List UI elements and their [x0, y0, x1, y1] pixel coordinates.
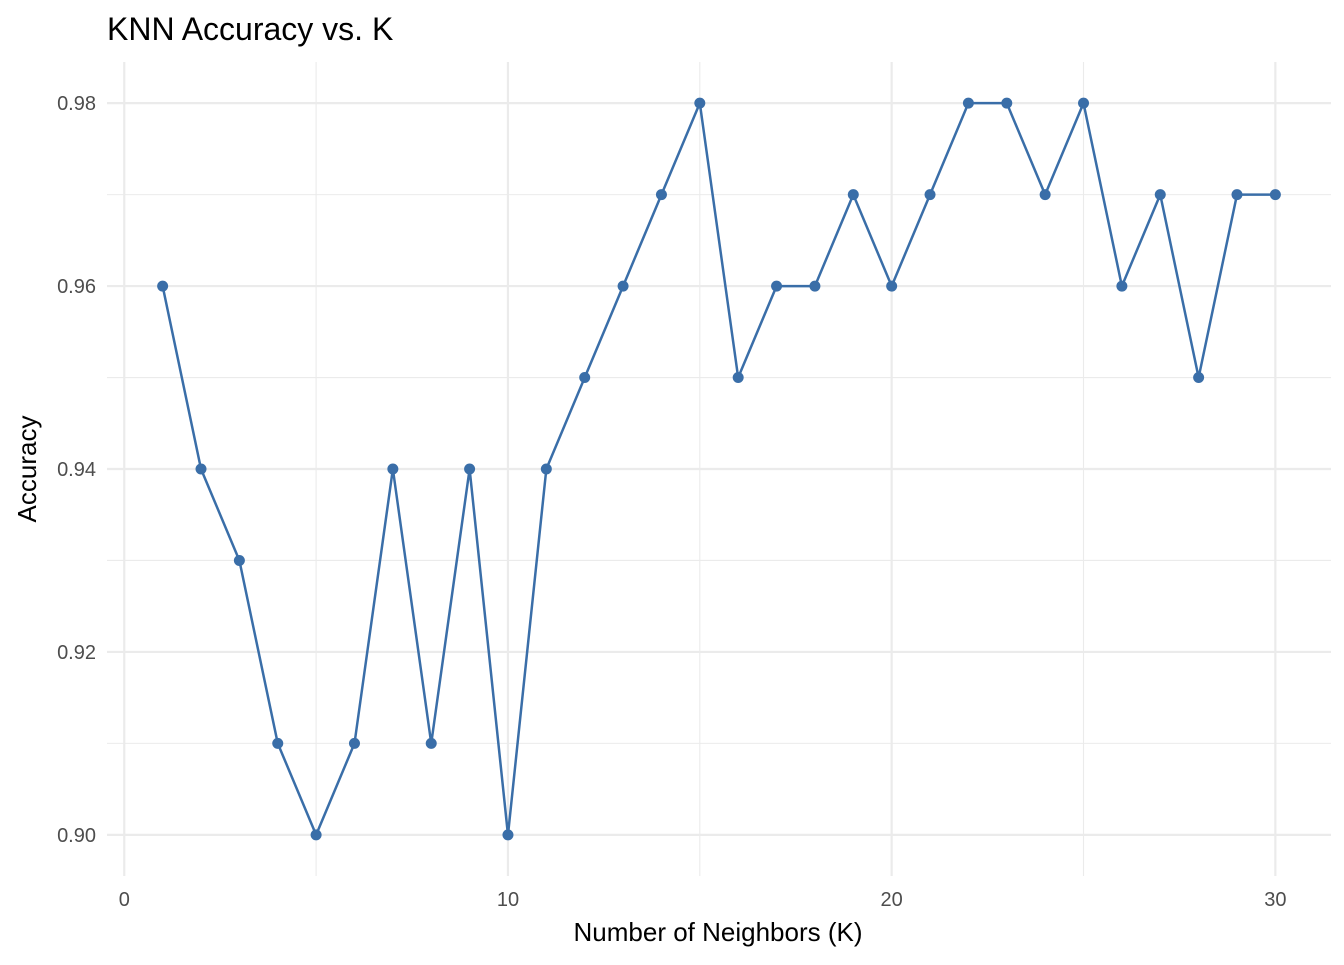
x-tick-label: 0	[119, 889, 130, 911]
accuracy-line	[161, 101, 1276, 837]
data-point	[847, 189, 859, 201]
data-point	[1078, 97, 1090, 109]
x-axis-title: Number of Neighbors (K)	[574, 917, 863, 947]
data-point	[272, 737, 284, 749]
chart-title: KNN Accuracy vs. K	[107, 11, 393, 47]
data-point	[425, 737, 437, 749]
data-point	[387, 463, 399, 475]
data-point	[1269, 189, 1281, 201]
y-axis-title: Accuracy	[12, 416, 42, 523]
data-point	[617, 280, 629, 292]
data-point	[886, 280, 898, 292]
x-tick-label: 30	[1264, 889, 1286, 911]
data-point	[579, 372, 591, 384]
data-point	[924, 189, 936, 201]
y-axis-ticks: 0.90 0.92 0.94 0.96 0.98	[57, 93, 96, 847]
data-point	[1193, 372, 1205, 384]
data-point	[962, 97, 974, 109]
data-point	[233, 554, 245, 566]
series-accuracy	[157, 97, 1281, 841]
y-tick-label: 0.98	[57, 93, 96, 115]
y-tick-label: 0.90	[57, 825, 96, 847]
x-tick-label: 20	[881, 889, 903, 911]
data-point	[1039, 189, 1051, 201]
x-axis-ticks: 0 10 20 30	[119, 889, 1287, 911]
data-point	[464, 463, 476, 475]
data-point	[540, 463, 552, 475]
data-point	[1231, 189, 1243, 201]
data-point	[809, 280, 821, 292]
data-point	[1116, 280, 1128, 292]
data-point	[694, 97, 706, 109]
grid	[107, 62, 1331, 876]
data-point	[157, 280, 169, 292]
data-point	[310, 829, 322, 841]
data-point	[348, 737, 360, 749]
y-tick-label: 0.92	[57, 642, 96, 664]
data-point	[1154, 189, 1166, 201]
x-tick-label: 10	[497, 889, 519, 911]
y-tick-label: 0.96	[57, 276, 96, 298]
data-point	[732, 372, 744, 384]
y-tick-label: 0.94	[57, 459, 96, 481]
data-point	[502, 829, 514, 841]
data-point	[771, 280, 783, 292]
data-point	[1001, 97, 1013, 109]
data-point	[655, 189, 667, 201]
data-point	[195, 463, 207, 475]
